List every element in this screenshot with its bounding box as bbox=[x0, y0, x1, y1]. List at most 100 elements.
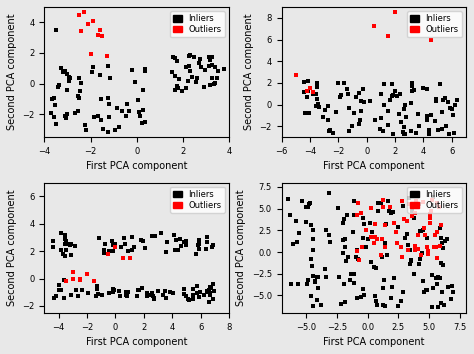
Point bbox=[97, 117, 105, 123]
Point bbox=[430, 245, 438, 250]
Point bbox=[75, 75, 83, 81]
Point bbox=[106, 75, 114, 81]
Point bbox=[210, 81, 218, 87]
Point bbox=[98, 292, 106, 298]
Point bbox=[401, 131, 408, 137]
Point bbox=[439, 245, 447, 250]
Point bbox=[337, 301, 345, 307]
Point bbox=[305, 277, 312, 282]
Point bbox=[352, 95, 359, 100]
Point bbox=[355, 90, 363, 96]
Point bbox=[137, 238, 145, 243]
Point bbox=[92, 293, 100, 299]
Point bbox=[57, 247, 65, 252]
Point bbox=[382, 221, 390, 227]
Point bbox=[122, 114, 130, 119]
Point bbox=[388, 81, 396, 87]
Point bbox=[419, 227, 427, 233]
Point bbox=[426, 131, 433, 137]
Point bbox=[350, 280, 357, 286]
Point bbox=[347, 271, 355, 277]
Point bbox=[213, 75, 221, 81]
Point bbox=[196, 289, 204, 295]
Point bbox=[417, 228, 425, 234]
Point bbox=[55, 282, 63, 288]
Point bbox=[180, 286, 188, 292]
Point bbox=[324, 103, 332, 108]
Point bbox=[69, 269, 77, 274]
Point bbox=[66, 75, 74, 81]
Point bbox=[326, 129, 333, 134]
Point bbox=[82, 122, 89, 128]
Point bbox=[113, 105, 121, 111]
Y-axis label: Second PCA component: Second PCA component bbox=[244, 14, 254, 130]
Point bbox=[171, 232, 178, 238]
Point bbox=[172, 74, 179, 79]
Point bbox=[399, 129, 407, 135]
Point bbox=[324, 118, 332, 123]
Point bbox=[208, 54, 216, 59]
Point bbox=[195, 241, 203, 247]
Point bbox=[195, 294, 202, 299]
Point bbox=[111, 127, 118, 133]
Point bbox=[105, 114, 112, 120]
Point bbox=[314, 101, 322, 107]
Point bbox=[426, 221, 433, 226]
Point bbox=[205, 299, 212, 304]
Point bbox=[416, 228, 423, 234]
Point bbox=[65, 78, 73, 84]
Point bbox=[329, 130, 337, 135]
Point bbox=[438, 109, 446, 115]
Point bbox=[151, 233, 158, 239]
Point bbox=[172, 238, 180, 243]
Point bbox=[62, 236, 69, 242]
Point bbox=[109, 249, 117, 254]
Point bbox=[401, 217, 408, 222]
Point bbox=[54, 85, 62, 90]
Point bbox=[172, 87, 179, 92]
Point bbox=[339, 237, 347, 243]
Point bbox=[162, 295, 169, 301]
Point bbox=[98, 33, 106, 39]
Point bbox=[345, 129, 353, 134]
Point bbox=[73, 287, 80, 293]
Point bbox=[451, 102, 458, 108]
Point bbox=[108, 238, 116, 244]
Point bbox=[192, 251, 200, 257]
X-axis label: First PCA component: First PCA component bbox=[323, 161, 425, 171]
Point bbox=[416, 256, 424, 262]
Point bbox=[169, 55, 176, 60]
Point bbox=[366, 220, 374, 226]
Point bbox=[370, 24, 378, 29]
Point bbox=[64, 87, 71, 93]
Point bbox=[49, 96, 56, 102]
Point bbox=[337, 92, 345, 98]
Point bbox=[83, 272, 91, 277]
Point bbox=[379, 255, 386, 260]
Point bbox=[432, 244, 440, 250]
Point bbox=[356, 117, 364, 122]
Point bbox=[126, 108, 133, 114]
Point bbox=[416, 123, 423, 129]
Point bbox=[61, 69, 68, 74]
Point bbox=[384, 199, 392, 204]
Point bbox=[162, 249, 170, 255]
Point bbox=[362, 227, 369, 232]
Point bbox=[171, 247, 178, 253]
Point bbox=[149, 293, 156, 298]
Point bbox=[429, 285, 437, 290]
Point bbox=[440, 262, 447, 268]
Point bbox=[429, 194, 437, 200]
Point bbox=[423, 244, 430, 250]
Point bbox=[206, 290, 214, 296]
Point bbox=[122, 292, 129, 298]
Point bbox=[206, 284, 214, 290]
Point bbox=[290, 241, 297, 247]
Point bbox=[94, 113, 102, 119]
Point bbox=[184, 79, 191, 84]
Point bbox=[386, 97, 393, 103]
Point bbox=[442, 123, 449, 129]
Point bbox=[433, 229, 441, 234]
Point bbox=[355, 201, 362, 206]
Point bbox=[408, 80, 415, 86]
